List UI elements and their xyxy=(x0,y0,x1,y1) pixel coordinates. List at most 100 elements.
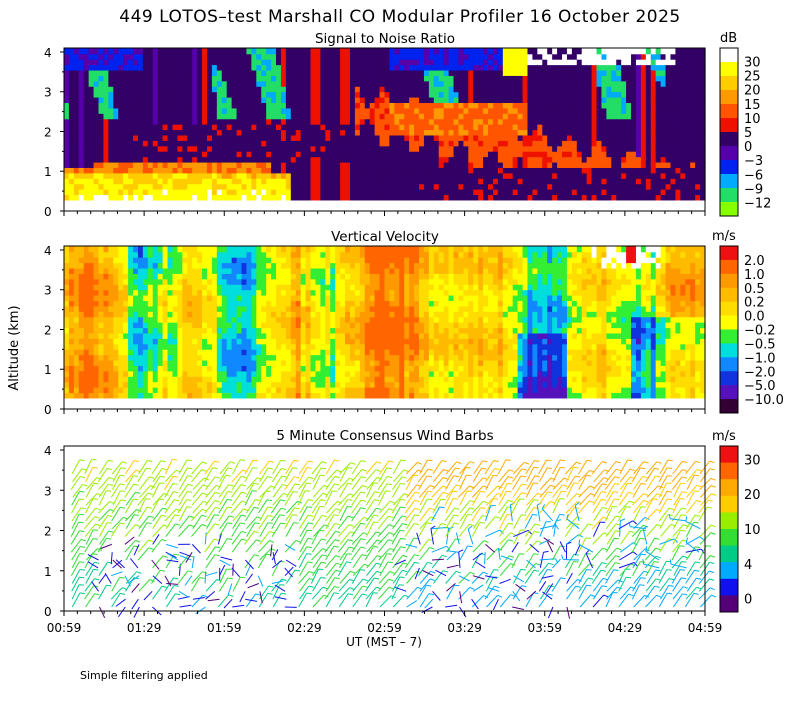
snr-cell xyxy=(680,48,686,54)
snr-cell xyxy=(118,194,124,200)
snr-cell xyxy=(592,81,598,87)
snr-cell xyxy=(79,178,85,184)
snr-cell xyxy=(89,92,95,98)
snr-cell xyxy=(567,194,573,200)
snr-cell xyxy=(572,167,578,173)
snr-cell xyxy=(148,194,154,200)
snr-cell xyxy=(69,189,75,195)
snr-cell xyxy=(128,162,134,168)
snr-cell xyxy=(158,146,164,152)
snr-cell xyxy=(143,108,149,114)
snr-cell xyxy=(345,81,351,87)
velocity-cell xyxy=(103,317,109,323)
snr-cell xyxy=(498,92,504,98)
snr-cell xyxy=(330,81,336,87)
snr-cell xyxy=(661,113,667,119)
snr-cell xyxy=(542,48,548,54)
snr-cell xyxy=(158,86,164,92)
snr-cell xyxy=(690,173,696,179)
snr-cell xyxy=(138,129,144,135)
velocity-cell xyxy=(138,327,144,333)
snr-cell xyxy=(463,184,469,190)
snr-cell xyxy=(419,65,425,71)
snr-cell xyxy=(572,92,578,98)
snr-cell xyxy=(315,48,321,54)
snr-cell xyxy=(532,129,538,135)
velocity-cell xyxy=(227,252,233,258)
snr-cell xyxy=(621,167,627,173)
velocity-cell xyxy=(143,273,149,279)
snr-cell xyxy=(187,54,193,60)
snr-cell xyxy=(562,173,568,179)
snr-cell xyxy=(508,48,514,54)
snr-cell xyxy=(177,184,183,190)
snr-cell xyxy=(202,59,208,65)
snr-cell xyxy=(291,65,297,71)
snr-cell xyxy=(306,194,312,200)
snr-cell xyxy=(685,113,691,119)
snr-cell xyxy=(567,92,573,98)
velocity-cell xyxy=(237,273,243,279)
snr-cell xyxy=(695,48,701,54)
snr-cell xyxy=(449,151,455,157)
snr-cell xyxy=(680,102,686,108)
snr-cell xyxy=(656,189,662,195)
snr-cell xyxy=(355,151,361,157)
snr-cell xyxy=(404,48,410,54)
snr-cell xyxy=(192,97,198,103)
snr-cell xyxy=(675,65,681,71)
velocity-cell xyxy=(232,300,238,306)
velocity-cell xyxy=(266,376,272,382)
velocity-cell xyxy=(251,322,257,328)
velocity-cell xyxy=(207,322,213,328)
snr-cell xyxy=(64,151,70,157)
velocity-cell xyxy=(84,300,90,306)
snr-cell xyxy=(503,167,509,173)
velocity-cell xyxy=(103,263,109,269)
snr-cell xyxy=(587,48,593,54)
velocity-cell xyxy=(133,290,139,296)
snr-cell xyxy=(493,92,499,98)
snr-cell xyxy=(256,81,262,87)
snr-cell xyxy=(251,167,257,173)
velocity-cell xyxy=(266,273,272,279)
velocity-cell xyxy=(202,311,208,317)
velocity-cell xyxy=(182,306,188,312)
snr-cell xyxy=(385,167,391,173)
snr-cell xyxy=(399,140,405,146)
velocity-cell xyxy=(163,355,169,361)
velocity-cell xyxy=(172,382,178,388)
snr-cell xyxy=(567,119,573,125)
snr-cell xyxy=(365,151,371,157)
snr-cell xyxy=(463,119,469,125)
velocity-cell xyxy=(237,371,243,377)
snr-cell xyxy=(296,140,302,146)
velocity-cell xyxy=(202,252,208,258)
velocity-cell xyxy=(103,322,109,328)
snr-cell xyxy=(562,189,568,195)
snr-cell xyxy=(128,86,134,92)
snr-cell xyxy=(513,92,519,98)
velocity-cell xyxy=(99,355,105,361)
snr-cell xyxy=(493,86,499,92)
velocity-cell xyxy=(103,268,109,274)
snr-cell xyxy=(311,108,317,114)
velocity-cell xyxy=(246,257,252,263)
snr-cell xyxy=(330,119,336,125)
snr-cell xyxy=(266,81,272,87)
snr-cell xyxy=(468,48,474,54)
snr-cell xyxy=(463,178,469,184)
snr-cell xyxy=(478,108,484,114)
snr-cell xyxy=(463,140,469,146)
snr-cell xyxy=(291,157,297,163)
snr-cell xyxy=(478,48,484,54)
snr-cell xyxy=(483,157,489,163)
snr-cell xyxy=(641,65,647,71)
snr-cell xyxy=(380,189,386,195)
snr-cell xyxy=(271,167,277,173)
snr-cell xyxy=(444,146,450,152)
snr-cell xyxy=(498,54,504,60)
snr-cell xyxy=(74,59,80,65)
snr-cell xyxy=(158,167,164,173)
velocity-cell xyxy=(207,252,213,258)
